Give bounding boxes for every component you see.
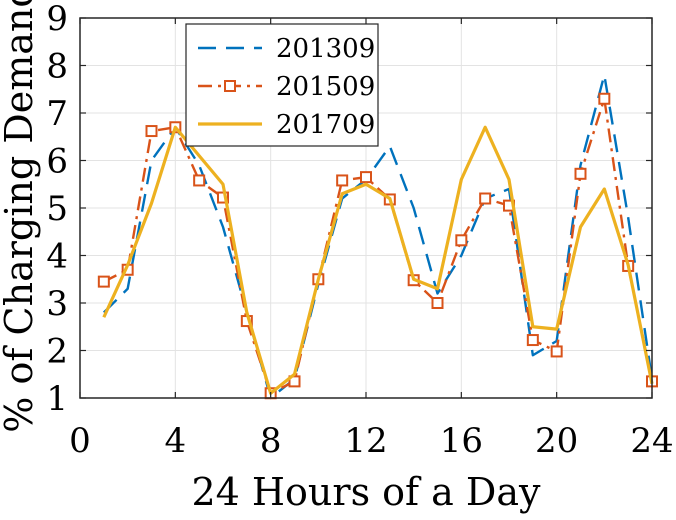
data-point <box>550 345 563 358</box>
x-axis-label: 24 Hours of a Day <box>191 470 541 514</box>
y-tick-label: 2 <box>46 332 68 372</box>
x-tick-label: 20 <box>535 421 578 461</box>
y-tick-label: 8 <box>46 47 68 87</box>
x-tick-label: 12 <box>344 421 387 461</box>
data-point <box>336 174 349 187</box>
legend-label-201309: 201309 <box>276 34 375 64</box>
data-point <box>455 234 468 247</box>
x-tick-label: 0 <box>69 421 91 461</box>
x-tick-label: 24 <box>630 421 673 461</box>
y-tick-label: 4 <box>46 237 68 277</box>
x-tick-labels: 0 4 8 12 16 20 24 <box>69 421 673 461</box>
data-point <box>526 334 539 347</box>
y-tick-label: 7 <box>46 94 68 134</box>
y-tick-label: 5 <box>46 189 68 229</box>
data-point <box>431 297 444 309</box>
legend: 201309 201509 201709 <box>185 23 379 147</box>
data-point <box>145 125 158 138</box>
tick-marks <box>79 17 653 399</box>
x-tick-label: 4 <box>165 421 187 461</box>
x-tick-label: 8 <box>260 421 282 461</box>
data-point <box>574 167 587 180</box>
legend-label-201709: 201709 <box>276 110 375 140</box>
data-point <box>479 192 492 205</box>
series-line-201509 <box>103 97 654 395</box>
data-point <box>97 275 110 288</box>
y-tick-labels: 1 2 3 4 5 6 7 8 9 <box>46 0 68 419</box>
data-point <box>360 171 372 184</box>
y-tick-label: 9 <box>46 0 68 39</box>
y-tick-label: 1 <box>46 379 68 419</box>
data-point <box>598 92 611 105</box>
y-axis-label: % of Charging Demand <box>0 0 41 433</box>
series-line-201709 <box>102 125 654 395</box>
legend-marker-201509 <box>224 80 236 92</box>
x-tick-label: 16 <box>440 421 483 461</box>
series-201709 <box>102 125 654 395</box>
data-point <box>288 375 301 388</box>
legend-label-201509: 201509 <box>276 72 375 102</box>
y-tick-label: 3 <box>46 284 68 324</box>
y-tick-label: 6 <box>46 142 68 182</box>
data-point <box>193 174 206 187</box>
